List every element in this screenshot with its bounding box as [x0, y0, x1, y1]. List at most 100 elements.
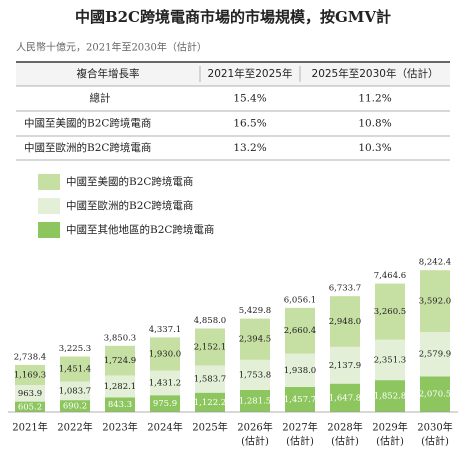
x-tick-sublabel: (估計): [241, 435, 269, 448]
bar-segment: [15, 401, 45, 412]
value-label: 2,948.0: [329, 317, 361, 327]
total-label: 4,858.0: [194, 316, 226, 326]
bar-segment: [330, 346, 360, 384]
bar-segment: [375, 339, 405, 381]
bar-segment: [105, 375, 135, 398]
table-cell: 中國至美國的B2C跨境電商: [24, 117, 151, 130]
total-label: 3,850.3: [104, 333, 136, 343]
bar-segment: [15, 364, 45, 386]
bar-segment: [420, 332, 450, 377]
value-label: 963.9: [18, 389, 42, 399]
table-cell: 13.2%: [233, 142, 266, 154]
value-label: 1,083.7: [59, 386, 91, 396]
value-label: 2,137.9: [329, 361, 361, 371]
value-label: 1,451.4: [59, 365, 91, 375]
value-label: 1,281.5: [239, 396, 271, 406]
bar-segment: [150, 395, 180, 412]
legend-label: 中國至歐洲的B2C跨境電商: [66, 199, 193, 212]
bar-segment: [240, 318, 270, 360]
value-label: 1,169.3: [14, 370, 46, 380]
value-label: 3,592.0: [419, 297, 451, 307]
bar-segment: [60, 400, 90, 412]
value-label: 2,070.5: [419, 390, 451, 400]
bar-segment: [240, 389, 270, 412]
legend-swatch: [38, 198, 60, 214]
subtitle: 人民幣十億元，2021年至2030年（估計）: [16, 41, 207, 54]
value-label: 1,583.7: [194, 375, 226, 385]
bar-segment: [60, 356, 90, 382]
value-label: 605.2: [18, 402, 42, 412]
bar-segment: [105, 345, 135, 376]
table-cell: 10.8%: [358, 118, 391, 130]
bar-segment: [105, 397, 135, 412]
x-tick-sublabel: (估計): [421, 435, 449, 448]
value-label: 1,852.8: [374, 392, 406, 402]
value-label: 1,122.2: [194, 398, 226, 408]
table-cell: 15.4%: [233, 93, 266, 105]
value-label: 1,431.2: [149, 378, 181, 388]
table-cell: 11.2%: [358, 93, 391, 105]
bar-segment: [420, 270, 450, 333]
x-tick-label: 2022年: [57, 421, 92, 434]
legend-swatch: [38, 174, 60, 190]
table-cell: 10.3%: [358, 142, 391, 154]
table-cell: 16.5%: [233, 118, 266, 130]
chart-title: 中國B2C跨境電商市場的市場規模，按GMV計: [75, 8, 391, 26]
value-label: 1,724.9: [104, 356, 136, 366]
total-label: 6,056.1: [284, 295, 316, 305]
x-tick-label: 2028年: [327, 421, 362, 434]
x-tick-sublabel: (估計): [331, 435, 359, 448]
x-tick-label: 2025年: [192, 421, 227, 434]
value-label: 1,930.0: [149, 349, 181, 359]
table-header-cell: 2025年至2030年（估計）: [312, 67, 439, 80]
total-label: 3,225.3: [59, 344, 91, 354]
value-label: 3,260.5: [374, 307, 406, 317]
table-header-cell: 複合年增長率: [77, 67, 140, 80]
bar-segment: [195, 328, 225, 366]
bar-segment: [375, 283, 405, 340]
legend-label: 中國至其他地區的B2C跨境電商: [66, 223, 214, 236]
value-label: 1,647.8: [329, 393, 361, 403]
bar-segment: [285, 307, 315, 354]
total-label: 4,337.1: [149, 325, 181, 335]
bar-segment: [420, 376, 450, 412]
total-label: 8,242.4: [419, 258, 451, 268]
bar-segment: [330, 296, 360, 347]
bar-segment: [330, 383, 360, 412]
bar-segment: [150, 370, 180, 396]
bar-segment: [285, 353, 315, 387]
legend-swatch: [38, 222, 60, 238]
bar-segment: [285, 386, 315, 412]
x-tick-label: 2024年: [147, 421, 182, 434]
x-tick-label: 2021年: [12, 421, 47, 434]
value-label: 1,938.0: [284, 366, 316, 376]
table-header-bg: [16, 63, 450, 86]
bar-segment: [195, 365, 225, 393]
total-label: 2,738.4: [14, 352, 46, 362]
bar-segment: [240, 359, 270, 390]
total-label: 5,429.8: [239, 306, 271, 316]
value-label: 2,394.5: [239, 335, 271, 345]
legend-label: 中國至美國的B2C跨境電商: [66, 175, 193, 188]
value-label: 2,660.4: [284, 326, 316, 336]
value-label: 1,282.1: [104, 382, 136, 392]
x-tick-sublabel: (估計): [376, 435, 404, 448]
total-label: 7,464.6: [374, 271, 406, 281]
total-label: 6,733.7: [329, 284, 361, 294]
value-label: 1,753.8: [239, 370, 271, 380]
x-tick-label: 2030年: [417, 421, 452, 434]
bar-segment: [375, 380, 405, 412]
x-tick-sublabel: (估計): [286, 435, 314, 448]
bar-segment: [150, 337, 180, 371]
value-label: 690.2: [63, 402, 87, 412]
value-label: 975.9: [153, 399, 177, 409]
bar-segment: [60, 381, 90, 401]
value-label: 2,579.9: [419, 350, 451, 360]
x-tick-label: 2027年: [282, 421, 317, 434]
x-tick-label: 2026年: [237, 421, 272, 434]
table-cell: 總計: [90, 92, 111, 105]
x-tick-label: 2029年: [372, 421, 407, 434]
value-label: 1,457.7: [284, 395, 316, 405]
value-label: 2,351.3: [374, 355, 406, 365]
